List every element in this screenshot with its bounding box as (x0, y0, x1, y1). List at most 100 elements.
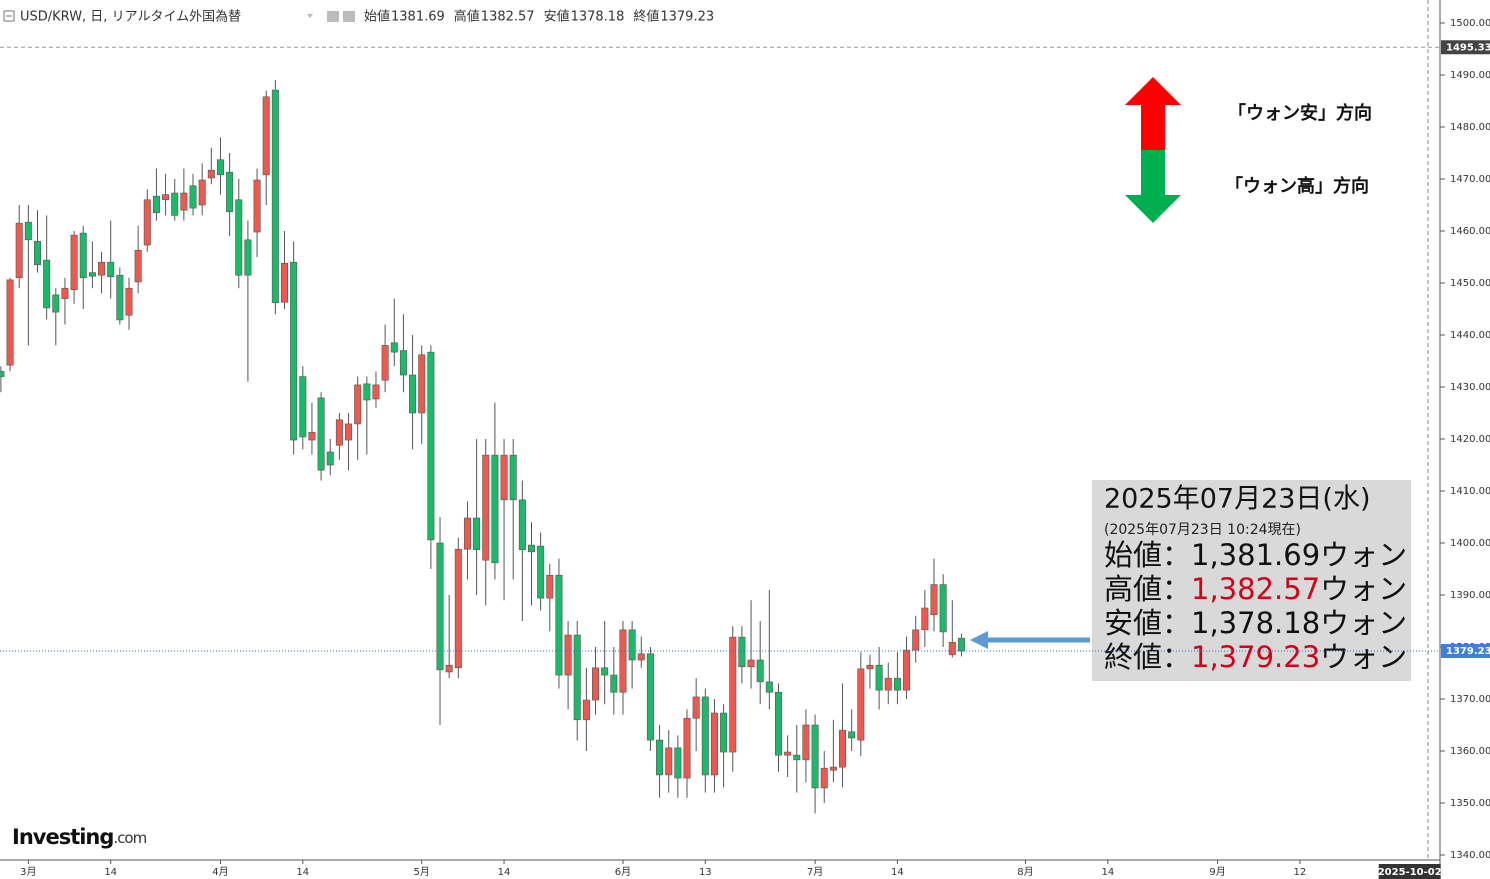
price-label: 1495.33 (1446, 42, 1490, 53)
candle-body (701, 696, 709, 776)
info-label: 始値： (1104, 538, 1191, 572)
y-tick-label: 1420.00 (1450, 434, 1490, 445)
candle-body (518, 499, 526, 551)
candle-body (79, 232, 87, 279)
x-tick-label: 14 (1101, 867, 1114, 878)
ohlc-value: 1381.69 (391, 10, 445, 25)
ohlc-value: 1379.23 (660, 10, 714, 25)
candle-body (125, 287, 133, 316)
candle-body (345, 423, 353, 441)
price-label-box (1441, 40, 1490, 55)
candle-body (793, 754, 801, 761)
candle-body (948, 642, 956, 656)
ohlc-label: 高値 (454, 9, 480, 25)
candle-body (774, 691, 782, 756)
candle-body (619, 629, 627, 693)
collapse-icon[interactable] (3, 10, 15, 22)
ohlc-value: 1382.57 (481, 10, 535, 25)
candle-body (473, 517, 481, 551)
candle-body (335, 419, 343, 446)
x-tick-label: 14 (104, 867, 117, 878)
candle-body (839, 729, 847, 768)
candle-body (656, 739, 664, 776)
candle-body (399, 350, 407, 376)
candle-body (857, 668, 865, 741)
candle-body (646, 653, 654, 741)
x-tick-label: 14 (498, 867, 511, 878)
candle-body (765, 681, 773, 693)
info-unit: ウォン (1320, 572, 1407, 606)
candle-body (509, 454, 517, 501)
candle-body (70, 234, 78, 291)
x-tick-label: 9月 (1209, 866, 1225, 878)
y-tick-label: 1490.00 (1450, 70, 1490, 81)
candle-body (326, 451, 334, 466)
candle-body (271, 89, 279, 304)
y-tick-label: 1430.00 (1450, 382, 1490, 393)
candle-body (152, 195, 160, 214)
candle-body (253, 179, 261, 233)
candle-body (628, 629, 636, 661)
candle-body (226, 171, 234, 213)
candle-body (390, 342, 398, 353)
candle-body (281, 262, 289, 303)
x-tick-label: 4月 (212, 866, 228, 878)
candle-body (555, 574, 563, 676)
candle-body (409, 374, 417, 414)
candle-body (811, 724, 819, 789)
candle-body (738, 636, 746, 668)
candle-body (601, 667, 609, 676)
y-tick-label: 1350.00 (1450, 798, 1490, 809)
candle-body (162, 194, 170, 201)
info-unit: ウォン (1320, 640, 1407, 674)
candle-body (921, 607, 929, 631)
info-value: 1,379.23 (1191, 640, 1320, 674)
candle-body (866, 664, 874, 670)
candle-body (180, 192, 188, 211)
candle-body (875, 664, 883, 691)
x-tick-label: 8月 (1017, 866, 1033, 878)
y-tick-label: 1390.00 (1450, 590, 1490, 601)
candle-body (500, 454, 508, 501)
candle-body (418, 354, 426, 414)
up-arrow (1125, 77, 1181, 150)
ohlc-value: 1378.18 (571, 10, 625, 25)
dropdown-icon[interactable] (307, 14, 313, 18)
logo-suffix: .com (113, 829, 146, 847)
candle-body (674, 747, 682, 779)
candle-body (564, 634, 572, 676)
info-unit: ウォン (1320, 606, 1407, 640)
candle-body (710, 712, 718, 776)
ohlc-label: 安値 (544, 9, 570, 25)
candle-body (15, 222, 23, 279)
candle-body (43, 259, 51, 309)
info-label: 終値： (1104, 640, 1191, 674)
info-label: 安値： (1104, 606, 1191, 640)
y-tick-label: 1440.00 (1450, 330, 1490, 341)
y-tick-label: 1400.00 (1450, 538, 1490, 549)
candle-body (134, 249, 142, 283)
info-asof: (2025年07月23日 10:24現在) (1104, 522, 1301, 538)
candle-body (747, 659, 755, 668)
y-tick-label: 1500.00 (1450, 18, 1490, 29)
candle-body (372, 384, 380, 400)
candle-body (893, 677, 901, 691)
candle-body (720, 712, 728, 753)
candle-body (692, 696, 700, 719)
candle-body (957, 637, 965, 652)
y-tick-label: 1360.00 (1450, 746, 1490, 757)
icon (343, 11, 355, 22)
info-value: 1,378.18 (1191, 606, 1320, 640)
price-label-box (1441, 644, 1490, 659)
candle-body (665, 747, 673, 776)
candle-body (729, 636, 737, 753)
x-tick-label: 5月 (414, 866, 430, 878)
candle-body (52, 294, 60, 313)
pointer-arrowhead (970, 631, 988, 649)
x-tick-label: 3月 (20, 866, 36, 878)
candle-body (354, 384, 362, 425)
candle-body (445, 664, 453, 673)
candle-body (527, 544, 535, 553)
candle-body (381, 345, 389, 381)
